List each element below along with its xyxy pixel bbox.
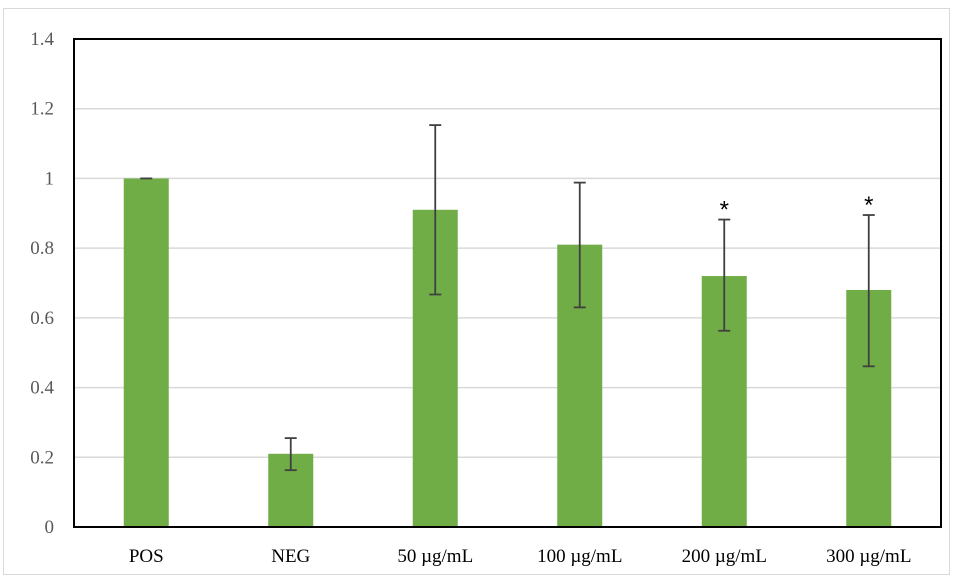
x-axis-category-labels: POS NEG 50 µg/mL 100 µg/mL 200 µg/mL 300 µg/m…	[129, 546, 912, 567]
x-category-label: 50 µg/mL	[397, 546, 473, 567]
error-bar	[718, 218, 731, 332]
y-tick-label: 0.6	[30, 308, 54, 329]
x-category-label: POS	[129, 546, 164, 567]
x-category-label: 300 µg/mL	[826, 546, 911, 567]
significance-marker: *	[864, 192, 873, 219]
x-category-label: 100 µg/mL	[537, 546, 622, 567]
error-bars	[140, 124, 875, 472]
y-tick-label: 0.8	[30, 238, 54, 259]
x-category-label: NEG	[271, 546, 310, 567]
error-bar	[284, 437, 297, 472]
x-category-label: 200 µg/mL	[682, 546, 767, 567]
y-tick-label: 0.4	[30, 378, 54, 399]
error-bar	[429, 124, 442, 296]
significance-marker: *	[720, 197, 729, 224]
y-tick-label: 0.2	[30, 447, 54, 468]
gridlines	[74, 107, 941, 459]
y-tick-label: 1	[45, 168, 55, 189]
error-bar	[862, 214, 875, 368]
bar	[123, 178, 169, 527]
y-axis-tick-labels: 0 0.2 0.4 0.6 0.8 1 1.2 1.4	[30, 29, 54, 538]
y-tick-label: 0	[45, 517, 55, 538]
error-bar	[573, 181, 586, 309]
y-tick-label: 1.4	[30, 29, 54, 50]
annotations: * *	[720, 192, 874, 224]
y-tick-label: 1.2	[30, 99, 54, 120]
plot-frame	[73, 38, 942, 528]
